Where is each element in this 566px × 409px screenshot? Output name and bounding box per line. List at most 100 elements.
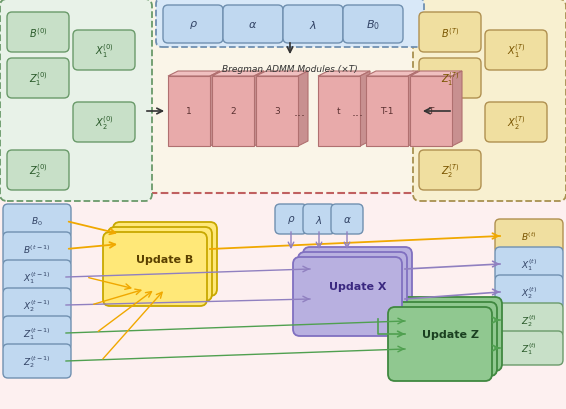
FancyBboxPatch shape	[3, 344, 71, 378]
Polygon shape	[212, 77, 254, 147]
FancyBboxPatch shape	[303, 204, 335, 234]
Text: $\alpha$: $\alpha$	[248, 20, 258, 30]
FancyBboxPatch shape	[419, 151, 481, 191]
Polygon shape	[410, 72, 462, 77]
FancyBboxPatch shape	[275, 204, 307, 234]
Text: $\alpha$: $\alpha$	[342, 214, 351, 225]
Text: 2: 2	[230, 107, 236, 116]
Text: Update Z: Update Z	[422, 329, 478, 339]
FancyBboxPatch shape	[156, 0, 424, 48]
FancyBboxPatch shape	[419, 13, 481, 53]
Text: Update X: Update X	[329, 282, 386, 292]
Text: $B^{(0)}$: $B^{(0)}$	[29, 26, 47, 40]
Text: $X_2^{(T)}$: $X_2^{(T)}$	[507, 114, 525, 132]
Text: $X_2^{(t-1)}$: $X_2^{(t-1)}$	[23, 297, 51, 313]
Text: $B_0$: $B_0$	[31, 215, 43, 228]
Text: $X_1^{(t)}$: $X_1^{(t)}$	[521, 256, 537, 272]
Text: $X_1^{(0)}$: $X_1^{(0)}$	[95, 42, 113, 60]
FancyBboxPatch shape	[495, 275, 563, 309]
FancyBboxPatch shape	[7, 13, 69, 53]
Polygon shape	[366, 72, 418, 77]
FancyBboxPatch shape	[331, 204, 363, 234]
Text: $Z_1^{(t)}$: $Z_1^{(t)}$	[521, 340, 537, 356]
FancyBboxPatch shape	[495, 303, 563, 337]
Text: 3: 3	[274, 107, 280, 116]
FancyBboxPatch shape	[7, 59, 69, 99]
FancyBboxPatch shape	[495, 220, 563, 254]
Polygon shape	[168, 72, 220, 77]
Polygon shape	[256, 72, 308, 77]
FancyBboxPatch shape	[0, 0, 566, 205]
FancyBboxPatch shape	[343, 6, 403, 44]
Text: T: T	[428, 107, 434, 116]
FancyBboxPatch shape	[108, 227, 212, 301]
FancyBboxPatch shape	[485, 31, 547, 71]
Text: $Z_1^{(0)}$: $Z_1^{(0)}$	[29, 70, 48, 88]
Polygon shape	[212, 72, 264, 77]
Polygon shape	[408, 72, 418, 147]
Polygon shape	[360, 72, 370, 147]
Text: $Z_2^{(t)}$: $Z_2^{(t)}$	[521, 312, 537, 328]
Text: $X_2^{(t)}$: $X_2^{(t)}$	[521, 285, 537, 300]
Polygon shape	[366, 77, 408, 147]
Polygon shape	[254, 72, 264, 147]
Text: $B^{(T)}$: $B^{(T)}$	[441, 26, 459, 40]
FancyBboxPatch shape	[163, 6, 223, 44]
Text: $\lambda$: $\lambda$	[309, 19, 317, 31]
Text: $\rho$: $\rho$	[188, 19, 198, 31]
Text: $X_1^{(t-1)}$: $X_1^{(t-1)}$	[23, 270, 51, 285]
FancyBboxPatch shape	[298, 252, 407, 331]
FancyBboxPatch shape	[293, 257, 402, 336]
Polygon shape	[210, 72, 220, 147]
FancyBboxPatch shape	[7, 151, 69, 191]
FancyBboxPatch shape	[73, 103, 135, 143]
Polygon shape	[318, 72, 370, 77]
Polygon shape	[318, 77, 360, 147]
FancyBboxPatch shape	[3, 232, 71, 266]
Text: $B_0$: $B_0$	[366, 18, 380, 32]
Polygon shape	[452, 72, 462, 147]
Text: $B^{(t)}$: $B^{(t)}$	[521, 230, 537, 243]
FancyBboxPatch shape	[3, 288, 71, 322]
FancyBboxPatch shape	[3, 261, 71, 294]
FancyBboxPatch shape	[398, 297, 502, 371]
Text: $B^{(t-1)}$: $B^{(t-1)}$	[23, 243, 51, 256]
Text: $\rho$: $\rho$	[287, 213, 295, 225]
FancyBboxPatch shape	[283, 6, 343, 44]
Text: $Z_2^{(t-1)}$: $Z_2^{(t-1)}$	[23, 353, 51, 369]
Polygon shape	[256, 77, 298, 147]
FancyBboxPatch shape	[103, 232, 207, 306]
FancyBboxPatch shape	[73, 31, 135, 71]
Text: t: t	[337, 107, 341, 116]
Text: $X_2^{(0)}$: $X_2^{(0)}$	[95, 114, 113, 132]
FancyBboxPatch shape	[303, 247, 412, 326]
FancyBboxPatch shape	[393, 302, 497, 376]
Text: 1: 1	[186, 107, 192, 116]
Text: $\lambda$: $\lambda$	[315, 213, 323, 225]
Text: $Z_2^{(T)}$: $Z_2^{(T)}$	[441, 162, 459, 180]
FancyBboxPatch shape	[0, 0, 152, 202]
FancyBboxPatch shape	[495, 331, 563, 365]
Polygon shape	[168, 77, 210, 147]
FancyBboxPatch shape	[495, 247, 563, 281]
Polygon shape	[410, 77, 452, 147]
Text: $Z_2^{(0)}$: $Z_2^{(0)}$	[29, 162, 48, 180]
Text: T-1: T-1	[380, 107, 394, 116]
Text: $Z_1^{(t-1)}$: $Z_1^{(t-1)}$	[23, 326, 51, 341]
FancyBboxPatch shape	[0, 193, 566, 409]
FancyBboxPatch shape	[113, 222, 217, 296]
Text: ...: ...	[352, 105, 364, 118]
Text: $Z_1^{(T)}$: $Z_1^{(T)}$	[441, 70, 459, 88]
Text: Bregman ADMM Modules (×T): Bregman ADMM Modules (×T)	[222, 65, 358, 74]
FancyBboxPatch shape	[388, 307, 492, 381]
FancyBboxPatch shape	[3, 316, 71, 350]
Text: $X_1^{(T)}$: $X_1^{(T)}$	[507, 42, 525, 60]
FancyBboxPatch shape	[419, 59, 481, 99]
FancyBboxPatch shape	[485, 103, 547, 143]
Polygon shape	[298, 72, 308, 147]
FancyBboxPatch shape	[3, 204, 71, 238]
FancyBboxPatch shape	[223, 6, 283, 44]
Text: Update B: Update B	[136, 254, 194, 264]
FancyBboxPatch shape	[413, 0, 566, 202]
Text: ...: ...	[294, 105, 306, 118]
